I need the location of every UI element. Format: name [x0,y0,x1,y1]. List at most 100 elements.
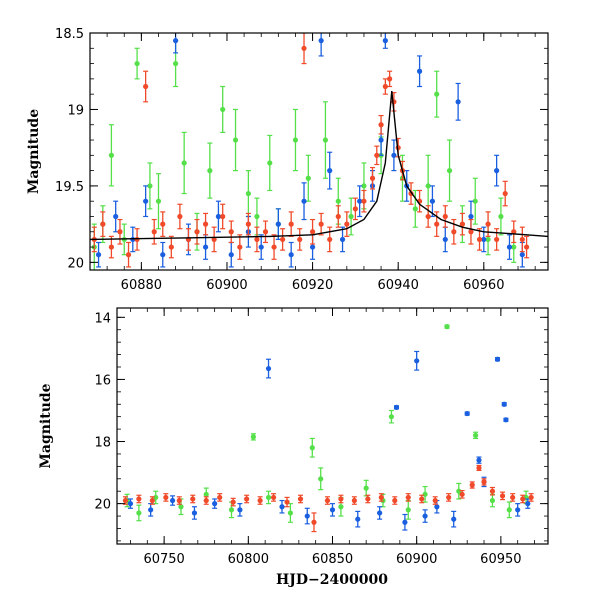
top-blue-point-29 [468,213,474,220]
bottom-blue-point-19 [476,457,482,463]
bottom-blue-point-23 [503,417,509,423]
top-red-point-50 [485,221,491,227]
top-red-point-47 [459,221,465,227]
bottom-green-point-6 [250,434,256,440]
bottom-series-blue [127,350,531,531]
top-ytick-label: 19.5 [55,180,84,195]
bottom-green-point-19 [473,432,479,438]
bottom-red-point-3 [163,494,169,501]
bottom-blue-point-2 [169,497,176,504]
top-red-point-51 [494,236,500,243]
bottom-blue-point-6 [265,365,272,372]
top-red-point-32 [361,198,367,204]
top-panel-data [90,33,548,270]
top-blue-point-8 [215,213,222,220]
top-red-point-37 [387,76,393,82]
top-green-point-19 [322,137,329,143]
top-red-point-45 [442,213,448,220]
top-blue-point-5 [173,38,179,44]
bottom-x-axis-title: HJD−2400000 [276,572,388,588]
bottom-red-point-7 [217,494,223,501]
top-red-point-2 [108,244,115,250]
top-green-point-7 [173,60,179,67]
top-green-point-25 [412,206,418,212]
top-red-point-36 [382,83,388,90]
top-red-point-23 [288,221,294,227]
top-blue-point-16 [318,38,324,44]
bottom-series-red [122,464,534,533]
bottom-blue-point-18 [464,410,470,417]
top-blue-point-0 [95,252,102,258]
bottom-panel-ticks: 60750 60800 60850 60900 60950 14 16 18 20 [94,308,548,567]
top-panel-ticks: 60880 60900 60920 60940 60960 18.5 19 19.5 20 [55,27,548,293]
bottom-green-point-20 [489,497,496,504]
bottom-green-point-8 [287,510,294,516]
bottom-green-point-10 [318,476,324,482]
top-blue-point-22 [382,38,388,44]
top-xtick-label: 60880 [121,278,162,293]
top-green-point-8 [181,160,187,166]
top-blue-point-15 [309,244,316,250]
top-blue-point-13 [288,252,294,258]
top-green-point-14 [254,213,260,220]
top-red-point-44 [434,221,440,227]
bottom-blue-point-14 [414,358,420,364]
bottom-blue-point-0 [127,501,134,507]
top-xtick-label: 60920 [292,278,333,293]
bottom-xtick-label: 60950 [480,552,521,567]
bottom-blue-point-24 [515,507,521,513]
top-xtick-label: 60960 [463,278,504,293]
bottom-blue-point-5 [237,507,243,513]
bottom-red-point-29 [489,488,496,494]
bottom-blue-point-10 [355,516,361,522]
bottom-red-point-28 [481,479,487,485]
bottom-green-point-14 [388,414,395,420]
top-blue-point-19 [357,198,363,204]
top-green-point-12 [232,137,239,143]
top-green-point-10 [207,168,213,174]
top-red-point-6 [143,83,149,90]
bottom-ytick-label: 18 [94,436,111,451]
top-red-point-52 [502,190,508,197]
top-red-point-10 [177,213,183,220]
top-green-point-31 [485,236,491,243]
top-blue-point-27 [442,236,448,243]
top-blue-point-28 [455,99,461,105]
bottom-green-point-11 [338,504,344,510]
bottom-panel-data [122,324,534,533]
top-blue-point-25 [416,68,423,74]
top-red-point-34 [374,152,380,158]
top-blue-point-26 [429,198,436,204]
bottom-y-axis-title: Magnitude [38,383,54,468]
top-green-point-20 [335,198,341,204]
bottom-red-point-14 [311,519,317,525]
bottom-green-point-17 [444,324,450,330]
bottom-red-point-0 [122,497,129,504]
top-green-point-26 [425,183,431,189]
top-red-point-54 [519,236,525,243]
top-green-point-4 [134,60,140,67]
bottom-red-point-24 [446,494,452,501]
top-red-point-30 [344,221,350,227]
top-green-point-32 [498,213,504,220]
bottom-xtick-label: 60850 [312,552,353,567]
top-series-blue [95,33,525,268]
top-blue-point-33 [519,252,525,258]
bottom-red-point-8 [230,499,236,505]
top-blue-point-11 [258,244,264,250]
bottom-green-point-16 [422,491,428,497]
bottom-red-point-10 [257,497,263,504]
bottom-green-point-21 [506,507,512,513]
bottom-red-point-11 [270,494,277,501]
bottom-blue-point-22 [501,401,507,407]
bottom-blue-point-25 [525,501,531,507]
top-xtick-label: 60900 [206,278,247,293]
bottom-red-point-26 [469,482,475,488]
top-green-point-11 [220,106,226,113]
bottom-blue-point-12 [393,404,400,410]
top-blue-point-31 [494,168,500,174]
top-green-point-5 [147,183,153,189]
bottom-ytick-label: 20 [94,498,111,513]
bottom-red-point-13 [297,496,304,502]
